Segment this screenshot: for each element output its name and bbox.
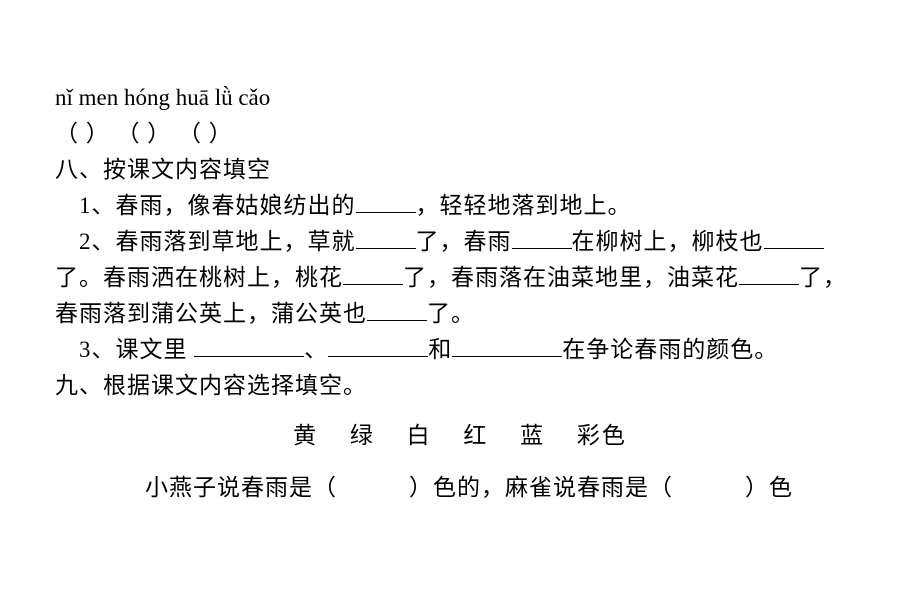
- text: 在争论春雨的颜色。: [562, 337, 778, 362]
- text: 了。春雨洒在桃树上，桃花: [55, 265, 343, 290]
- pinyin-blanks[interactable]: （ ） （ ） （ ）: [55, 116, 865, 152]
- section-8-header: 八、按课文内容填空: [55, 152, 865, 188]
- pinyin-row: nǐ men hóng huā lǜ cǎo: [55, 80, 865, 116]
- text: 了，春雨落在油菜地里，油菜花: [403, 265, 739, 290]
- text: 2、春雨落到草地上，草就: [55, 229, 356, 254]
- fill-blank[interactable]: [343, 262, 403, 285]
- text: 、: [304, 337, 328, 362]
- text: ，轻轻地落到地上。: [416, 193, 632, 218]
- fill-blank[interactable]: [512, 226, 572, 249]
- question-9-sentence: 小燕子说春雨是（ ）色的，麻雀说春雨是（ ）色: [55, 470, 865, 506]
- text: 了，春雨: [416, 229, 512, 254]
- text: 1、春雨，像春姑娘纺出的: [55, 193, 356, 218]
- text: 了。: [427, 301, 475, 326]
- fill-blank[interactable]: [194, 334, 304, 357]
- fill-blank[interactable]: [452, 334, 562, 357]
- text: 和: [428, 337, 452, 362]
- text[interactable]: 小燕子说春雨是（ ）色的，麻雀说春雨是（ ）色: [145, 475, 793, 500]
- question-8-2: 2、春雨落到草地上，草就 了，春雨 在柳树上，柳枝也了。春雨洒在桃树上，桃花 了，春雨…: [55, 224, 865, 332]
- worksheet-page: nǐ men hóng huā lǜ cǎo （ ） （ ） （ ） 八、按课文…: [0, 0, 920, 506]
- fill-blank[interactable]: [328, 334, 428, 357]
- fill-blank[interactable]: [764, 226, 824, 249]
- text: 在柳树上，柳枝也: [572, 229, 764, 254]
- question-8-3: 3、课文里 、 和 在争论春雨的颜色。: [55, 332, 865, 368]
- answer-options: 黄 绿 白 红 蓝 彩色: [55, 418, 865, 454]
- text: 3、课文里: [55, 337, 194, 362]
- fill-blank[interactable]: [356, 226, 416, 249]
- question-8-1: 1、春雨，像春姑娘纺出的 ，轻轻地落到地上。: [55, 188, 865, 224]
- section-9-header: 九、根据课文内容选择填空。: [55, 368, 865, 404]
- fill-blank[interactable]: [367, 298, 427, 321]
- fill-blank[interactable]: [739, 262, 799, 285]
- fill-blank[interactable]: [356, 190, 416, 213]
